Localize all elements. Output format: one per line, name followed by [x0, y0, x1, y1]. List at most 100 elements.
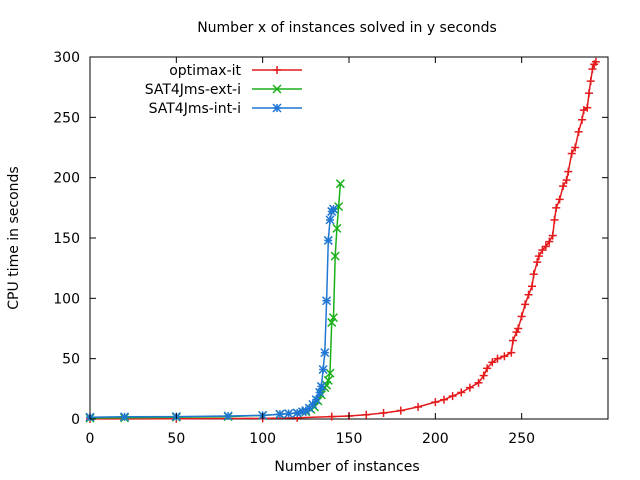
x-tick-label: 250 — [508, 431, 535, 447]
data-point — [272, 103, 282, 113]
data-point — [323, 235, 333, 245]
legend-label: optimax-it — [169, 63, 241, 79]
data-point — [414, 402, 423, 411]
data-point — [545, 237, 554, 246]
data-point — [320, 348, 330, 358]
data-point — [275, 409, 285, 419]
legend-entry: SAT4Jms-int-i — [149, 101, 302, 117]
data-point — [514, 324, 523, 333]
data-point — [325, 368, 335, 378]
y-tick-label: 200 — [53, 171, 80, 187]
legend-label: SAT4Jms-ext-i — [145, 82, 241, 98]
data-point — [524, 290, 533, 299]
data-point — [474, 378, 483, 387]
data-point — [512, 328, 521, 337]
data-point — [507, 348, 516, 357]
x-tick-label: 50 — [167, 431, 185, 447]
data-point — [284, 409, 294, 419]
data-point — [318, 364, 328, 375]
data-point — [465, 383, 474, 392]
series-line — [89, 183, 342, 419]
y-tick-label: 0 — [71, 412, 80, 428]
data-point — [548, 231, 557, 240]
x-tick-label: 150 — [336, 431, 363, 447]
data-point — [552, 203, 561, 212]
data-point — [559, 182, 568, 191]
data-point — [521, 300, 530, 309]
x-axis: 0 50 100 150 200 250 — [86, 57, 535, 447]
data-point — [564, 167, 573, 176]
data-point — [379, 408, 388, 417]
x-axis-label: Number of instances — [274, 459, 419, 475]
y-axis: 0 50 100 150 200 250 300 — [53, 50, 608, 428]
data-point — [272, 84, 282, 94]
data-point — [500, 352, 509, 361]
data-point — [431, 398, 440, 407]
data-point — [562, 176, 571, 185]
data-point — [585, 89, 594, 98]
data-point — [541, 242, 550, 251]
data-point — [483, 364, 492, 373]
data-point — [448, 392, 457, 401]
data-point — [362, 410, 371, 419]
y-tick-label: 100 — [53, 291, 80, 307]
data-point — [538, 246, 547, 255]
data-point — [457, 388, 466, 397]
y-axis-label: CPU time in seconds — [6, 166, 22, 309]
data-point — [479, 371, 488, 380]
data-point — [332, 223, 342, 233]
data-point — [439, 395, 448, 404]
data-point — [493, 354, 502, 363]
data-point — [534, 252, 543, 261]
data-point — [528, 282, 537, 291]
data-point — [311, 395, 321, 405]
data-point — [322, 296, 332, 306]
legend-label: SAT4Jms-int-i — [149, 101, 241, 117]
series-optimax-it — [86, 57, 600, 423]
data-point — [574, 127, 583, 136]
data-point — [273, 66, 281, 74]
y-tick-label: 50 — [62, 352, 80, 368]
y-tick-label: 300 — [53, 50, 80, 66]
data-point — [120, 412, 130, 422]
data-point — [328, 313, 338, 323]
data-point — [550, 215, 559, 224]
data-point — [567, 149, 576, 158]
data-point — [223, 411, 233, 421]
data-point — [588, 65, 597, 74]
data-point — [327, 412, 336, 421]
data-point — [335, 179, 345, 189]
plot-area — [85, 56, 609, 423]
data-point — [586, 77, 595, 86]
x-tick-label: 100 — [249, 431, 276, 447]
y-tick-label: 250 — [53, 110, 80, 126]
data-point — [327, 317, 337, 327]
data-point — [396, 406, 405, 415]
chart-title: Number x of instances solved in y second… — [197, 20, 497, 36]
y-tick-label: 150 — [53, 231, 80, 247]
legend-entry: optimax-it — [169, 63, 302, 79]
data-point — [578, 115, 587, 124]
series-line — [89, 208, 335, 418]
data-point — [555, 195, 564, 204]
data-point — [308, 399, 318, 410]
series-SAT4Jms-ext-i — [85, 179, 345, 423]
data-point — [533, 258, 542, 267]
legend-entry: SAT4Jms-ext-i — [145, 82, 302, 98]
data-point — [488, 358, 497, 367]
data-point — [315, 387, 325, 397]
data-point — [325, 215, 335, 225]
legend: optimax-it SAT4Jms-ext-i SAT4Jms-int-i — [145, 63, 302, 117]
series-SAT4Jms-int-i — [85, 204, 338, 422]
data-point — [591, 57, 600, 66]
data-point — [529, 270, 538, 279]
data-point — [583, 103, 592, 112]
data-point — [316, 381, 326, 391]
data-point — [571, 143, 580, 152]
x-tick-label: 200 — [422, 431, 449, 447]
data-point — [328, 204, 338, 214]
data-point — [509, 336, 518, 345]
data-point — [330, 251, 340, 261]
data-point — [517, 312, 526, 321]
